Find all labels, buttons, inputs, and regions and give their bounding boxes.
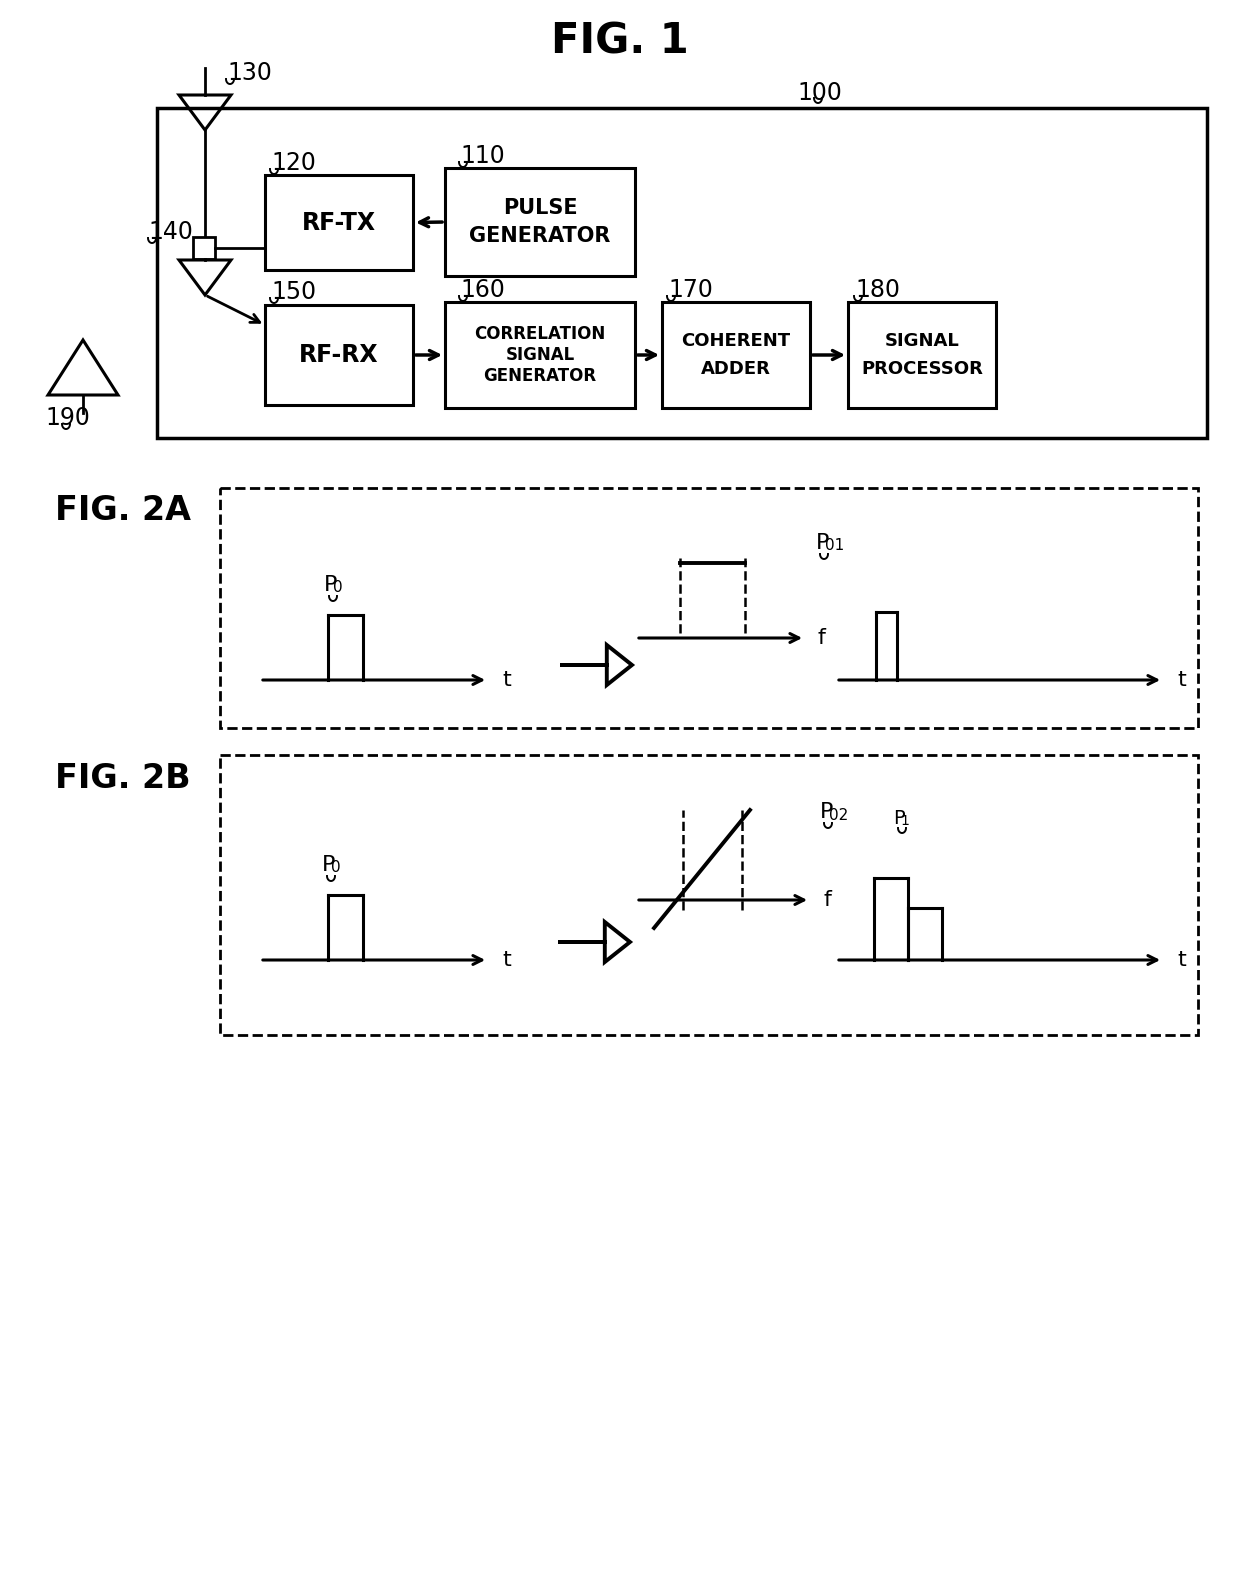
Text: 01: 01 <box>825 539 844 553</box>
Text: PULSE: PULSE <box>502 198 578 219</box>
Text: FIG. 2B: FIG. 2B <box>55 761 191 794</box>
Text: 100: 100 <box>797 81 842 105</box>
Text: 02: 02 <box>828 807 848 823</box>
Text: t: t <box>502 951 511 970</box>
Text: 130: 130 <box>227 61 272 85</box>
Bar <box>157 108 1207 439</box>
Text: P: P <box>893 809 905 828</box>
Text: t: t <box>502 670 511 691</box>
Text: ADDER: ADDER <box>701 360 771 378</box>
Text: RF-TX: RF-TX <box>301 211 376 234</box>
Text: t: t <box>1177 670 1185 691</box>
Text: GENERATOR: GENERATOR <box>469 226 610 246</box>
Text: P: P <box>324 576 337 595</box>
Text: SIGNAL: SIGNAL <box>884 332 960 349</box>
Text: P: P <box>816 533 830 553</box>
Text: 0: 0 <box>331 860 341 876</box>
Bar <box>265 305 413 405</box>
Text: f: f <box>823 890 831 911</box>
Text: P: P <box>322 855 335 876</box>
Bar <box>219 754 1198 1035</box>
Text: 180: 180 <box>856 278 900 301</box>
Bar <box>445 167 635 276</box>
Text: t: t <box>1177 951 1185 970</box>
Text: 110: 110 <box>460 144 505 167</box>
Bar <box>445 301 635 408</box>
Text: 1: 1 <box>900 813 910 828</box>
Text: COHERENT: COHERENT <box>682 332 791 349</box>
Bar <box>219 488 1198 727</box>
Text: 160: 160 <box>460 278 505 301</box>
Text: FIG. 1: FIG. 1 <box>551 21 689 62</box>
Text: RF-RX: RF-RX <box>299 343 378 367</box>
Text: 150: 150 <box>272 281 316 305</box>
Text: 190: 190 <box>46 407 91 431</box>
Text: 140: 140 <box>148 220 193 244</box>
Text: f: f <box>818 628 826 648</box>
Text: PROCESSOR: PROCESSOR <box>861 360 983 378</box>
Text: CORRELATION: CORRELATION <box>475 325 605 343</box>
Text: GENERATOR: GENERATOR <box>484 367 596 384</box>
Bar <box>193 238 215 258</box>
Bar <box>848 301 996 408</box>
Text: 170: 170 <box>668 278 713 301</box>
Text: SIGNAL: SIGNAL <box>506 346 574 364</box>
Text: 120: 120 <box>272 152 316 175</box>
Text: FIG. 2A: FIG. 2A <box>55 493 191 526</box>
Text: 0: 0 <box>332 581 342 595</box>
Text: P: P <box>820 802 833 821</box>
Bar <box>662 301 810 408</box>
Bar <box>265 175 413 270</box>
